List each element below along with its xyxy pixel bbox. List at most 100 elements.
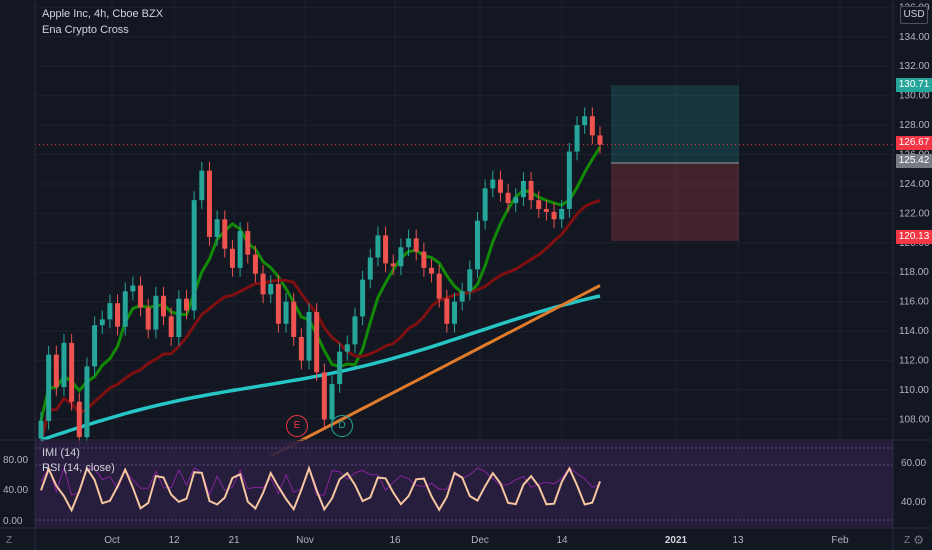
entry-price-tag: 125.42 (896, 154, 932, 168)
candle-body (183, 298, 189, 311)
candle-body (153, 295, 159, 330)
candle-body (92, 325, 98, 367)
candle-body (275, 284, 281, 324)
candle-body (375, 235, 381, 258)
candle-body (298, 336, 304, 361)
oscillator-left-tick: 0.00 (3, 516, 23, 527)
earnings-event-icon[interactable]: E (286, 415, 308, 437)
candle-body (582, 116, 588, 126)
candle-body (283, 301, 289, 324)
oscillator-pane[interactable] (35, 441, 893, 527)
zoom-left-button[interactable]: Z (6, 535, 13, 546)
price-tick-label: 114.00 (899, 326, 929, 337)
candle-body (260, 273, 266, 295)
profit-zone (611, 85, 739, 164)
candle-body (329, 384, 335, 420)
candle-body (268, 284, 274, 295)
candle-body (76, 401, 82, 438)
stop-price-tag: 120.13 (896, 230, 932, 244)
candle-body (84, 366, 90, 438)
time-tick-label: Nov (296, 535, 314, 546)
candle-body (214, 219, 220, 237)
candle-body (360, 279, 366, 317)
candle-body (406, 238, 412, 248)
candle-body (306, 311, 312, 361)
zoom-right-button[interactable]: Z (904, 535, 911, 546)
candle-body (38, 420, 44, 439)
ma-orange-line (270, 284, 601, 458)
price-tick-label: 132.00 (899, 61, 930, 72)
ma-cyan-line (40, 294, 601, 442)
candle-body (314, 311, 320, 373)
candle-body (107, 303, 113, 320)
ma-mid-line (39, 198, 601, 444)
time-tick-label: 12 (168, 535, 180, 546)
candle-body (122, 291, 128, 327)
imi-label: IMI (14) (42, 447, 80, 459)
price-tick-label: 116.00 (899, 297, 929, 308)
candle-body (490, 179, 496, 189)
candle-body (383, 235, 389, 264)
price-tick-label: 108.00 (899, 414, 930, 425)
oscillator-right-tick: 60.00 (901, 458, 926, 469)
candle-body (589, 116, 595, 136)
currency-button[interactable]: USD (900, 6, 928, 24)
time-tick-label: 21 (228, 535, 240, 546)
candle-body (53, 354, 59, 388)
candle-body (551, 211, 557, 220)
time-tick-label: Feb (831, 535, 849, 546)
time-tick-label: 16 (389, 535, 401, 546)
candle-body (115, 303, 121, 327)
rsi-line (40, 465, 601, 513)
price-tick-label: 124.00 (899, 179, 930, 190)
candle-body (566, 151, 572, 209)
candle-body (398, 247, 404, 267)
candlesticks[interactable] (38, 107, 603, 448)
candle-body (520, 181, 526, 198)
candle-body (513, 197, 519, 204)
candle-body (559, 208, 565, 220)
candle-body (229, 248, 235, 268)
candle-body (528, 181, 534, 201)
candle-body (61, 342, 67, 388)
loss-zone (611, 163, 739, 241)
candle-body (459, 291, 465, 302)
last-price-tag: 126.67 (896, 136, 932, 150)
candle-body (138, 285, 144, 308)
candle-body (99, 319, 105, 326)
settings-gear-icon[interactable]: ⚙ (913, 533, 924, 547)
candle-body (176, 298, 182, 337)
candle-body (474, 220, 480, 270)
target-price-tag: 130.71 (896, 78, 932, 92)
indicator-label: Ena Crypto Cross (42, 24, 129, 36)
candle-body (597, 135, 603, 145)
candle-body (161, 295, 167, 317)
candle-body (413, 238, 419, 252)
rsi-label: RSI (14, close) (42, 462, 115, 474)
candle-body (482, 188, 488, 221)
dividend-event-icon[interactable]: D (331, 415, 353, 437)
oscillator-left-tick: 80.00 (3, 455, 28, 466)
position-zones[interactable] (35, 85, 893, 241)
candle-body (421, 251, 427, 268)
price-tick-label: 112.00 (899, 356, 929, 367)
candle-body (145, 307, 151, 330)
candle-body (429, 267, 435, 274)
candle-body (69, 342, 75, 402)
candle-body (222, 219, 228, 249)
price-tick-label: 130.00 (899, 91, 930, 102)
ma-fast-line (39, 146, 602, 422)
candle-body (337, 351, 343, 385)
chart-title: Apple Inc, 4h, Cboe BZX (42, 8, 164, 20)
candle-body (452, 301, 458, 324)
candle-body (344, 344, 350, 352)
imi-line (40, 466, 601, 497)
candle-body (367, 257, 373, 280)
candle-body (245, 231, 251, 255)
candle-body (467, 269, 473, 292)
time-tick-label: Oct (104, 535, 120, 546)
candle-body (206, 170, 212, 237)
candle-body (168, 316, 174, 337)
price-tick-label: 118.00 (899, 267, 929, 278)
